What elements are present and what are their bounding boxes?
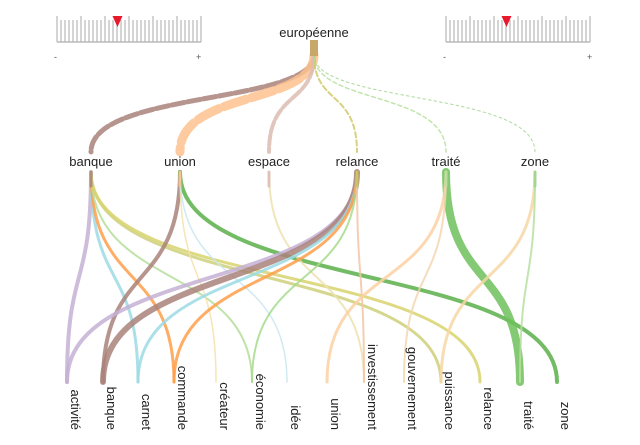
link-traité-to-union [325, 170, 448, 384]
link-banque-to-activité [65, 170, 93, 384]
link-union-to-banque [101, 170, 182, 384]
link-banque-to-relance [89, 170, 482, 384]
link-union-to-zone [178, 170, 559, 384]
link-traité-to-traité [442, 168, 524, 386]
link-relance-to-investissement [356, 171, 365, 383]
root-link-espace [267, 53, 316, 154]
link-banque-to-économie [90, 171, 253, 383]
link-banque-to-carnet [89, 170, 140, 384]
root-link-relance [313, 54, 358, 153]
root-link-zone [313, 54, 536, 153]
root-link-banque [88, 52, 317, 155]
leaf-word-banque[interactable]: banque [104, 387, 119, 430]
right-slider[interactable]: - + [443, 16, 592, 62]
mid-word-relance[interactable]: relance [336, 154, 379, 169]
leaf-word-traite[interactable]: traité [521, 401, 536, 430]
leaf-word-commande[interactable]: commande [175, 366, 190, 430]
root-stem [310, 40, 318, 56]
link-banque-to-commande [89, 170, 176, 384]
leaf-links [65, 168, 559, 386]
leaf-word-idee[interactable]: idée [288, 405, 303, 430]
link-relance-to-banque [100, 169, 360, 385]
link-relance-to-commande [172, 170, 359, 384]
mid-word-traite[interactable]: traité [432, 154, 461, 169]
right-slider-handle[interactable] [501, 16, 512, 27]
left-slider-plus: + [196, 52, 201, 62]
root-link-traité [313, 54, 447, 153]
root-link-union [175, 50, 319, 157]
mid-word-banque[interactable]: banque [69, 154, 112, 169]
leaf-word-gouvernement[interactable]: gouvernement [405, 347, 420, 430]
leaf-word-relance[interactable]: relance [481, 387, 496, 430]
mid-word-espace[interactable]: espace [248, 154, 290, 169]
root-word[interactable]: européenne [279, 25, 348, 40]
leaf-word-investissement[interactable]: investissement [365, 344, 380, 430]
leaf-word-carnet[interactable]: carnet [139, 394, 154, 431]
leaf-word-activite[interactable]: activité [68, 390, 83, 430]
left-slider-ticks [56, 16, 202, 43]
link-union-to-créateur [179, 171, 217, 383]
link-traité-to-gouvernement [403, 171, 447, 383]
right-slider-ticks [445, 16, 591, 43]
root-links [88, 40, 536, 157]
link-espace-to-investissement [268, 171, 365, 383]
left-slider-handle[interactable] [112, 16, 123, 27]
link-zone-to-traité [519, 171, 536, 383]
left-slider[interactable]: - + [54, 16, 202, 62]
mid-word-union[interactable]: union [164, 154, 196, 169]
left-slider-minus: - [54, 52, 57, 62]
right-slider-minus: - [443, 52, 446, 62]
leaf-word-createur[interactable]: créateur [217, 382, 232, 430]
link-relance-to-économie [251, 171, 358, 383]
leaf-word-zone[interactable]: zone [558, 402, 573, 430]
leaf-word-union[interactable]: union [328, 398, 343, 430]
leaf-word-economie[interactable]: économie [253, 374, 268, 430]
leaf-word-puissance[interactable]: puissance [442, 371, 457, 430]
mid-word-zone[interactable]: zone [521, 154, 549, 169]
right-slider-plus: + [587, 52, 592, 62]
link-zone-to-puissance [439, 170, 537, 384]
